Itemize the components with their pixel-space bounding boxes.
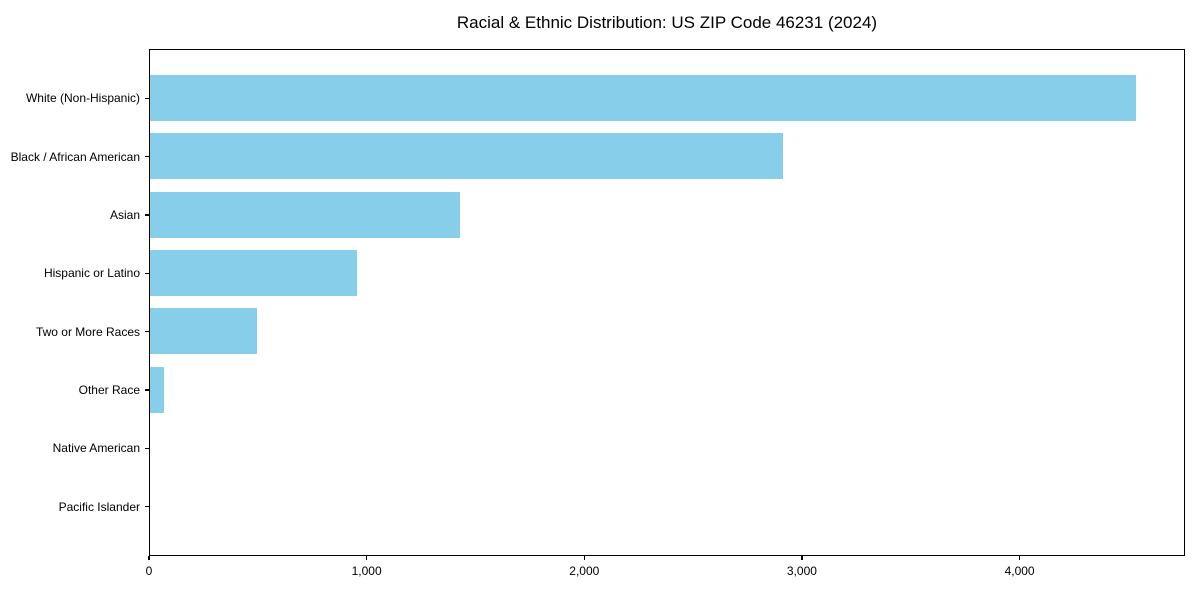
category-label-asian: Asian bbox=[109, 207, 140, 222]
category-label-pacific-islander: Pacific Islander bbox=[58, 499, 140, 514]
x-tick-mark bbox=[583, 556, 585, 560]
y-tick-mark bbox=[145, 155, 149, 158]
x-tick-label: 3,000 bbox=[786, 564, 817, 578]
bar-black-african-american bbox=[150, 133, 784, 180]
y-tick-mark bbox=[145, 214, 149, 216]
category-label-two-or-more-races: Two or More Races bbox=[35, 324, 140, 339]
bar-other-race bbox=[150, 366, 165, 413]
category-label-other-race: Other Race bbox=[78, 383, 140, 398]
x-tick-mark bbox=[148, 556, 150, 560]
x-tick-label: 2,000 bbox=[569, 564, 600, 578]
chart-title: Racial & Ethnic Distribution: US ZIP Cod… bbox=[456, 13, 878, 32]
y-tick-mark bbox=[145, 272, 149, 274]
x-tick-mark bbox=[365, 556, 368, 560]
category-label-native-american: Native American bbox=[52, 441, 140, 456]
y-tick-mark bbox=[145, 97, 149, 99]
x-tick-label: 4,000 bbox=[1004, 564, 1035, 578]
x-tick-mark bbox=[1018, 556, 1021, 560]
category-label-white-non-hispanic: White (Non-Hispanic) bbox=[25, 91, 140, 106]
x-tick-label: 1,000 bbox=[351, 564, 382, 578]
y-tick-mark bbox=[145, 389, 149, 391]
bar-hispanic-or-latino bbox=[150, 250, 357, 296]
y-tick-mark bbox=[145, 331, 149, 333]
bar-two-or-more-races bbox=[150, 308, 257, 355]
bar-white-non-hispanic bbox=[150, 74, 1136, 121]
plot-area bbox=[149, 49, 1185, 556]
y-tick-mark bbox=[145, 447, 149, 450]
x-tick-label: 0 bbox=[145, 564, 153, 578]
y-tick-mark bbox=[145, 506, 149, 508]
category-label-black-african-american: Black / African American bbox=[10, 149, 140, 164]
category-label-hispanic-or-latino: Hispanic or Latino bbox=[43, 266, 140, 281]
bar-asian bbox=[150, 191, 461, 238]
x-tick-mark bbox=[801, 556, 803, 560]
